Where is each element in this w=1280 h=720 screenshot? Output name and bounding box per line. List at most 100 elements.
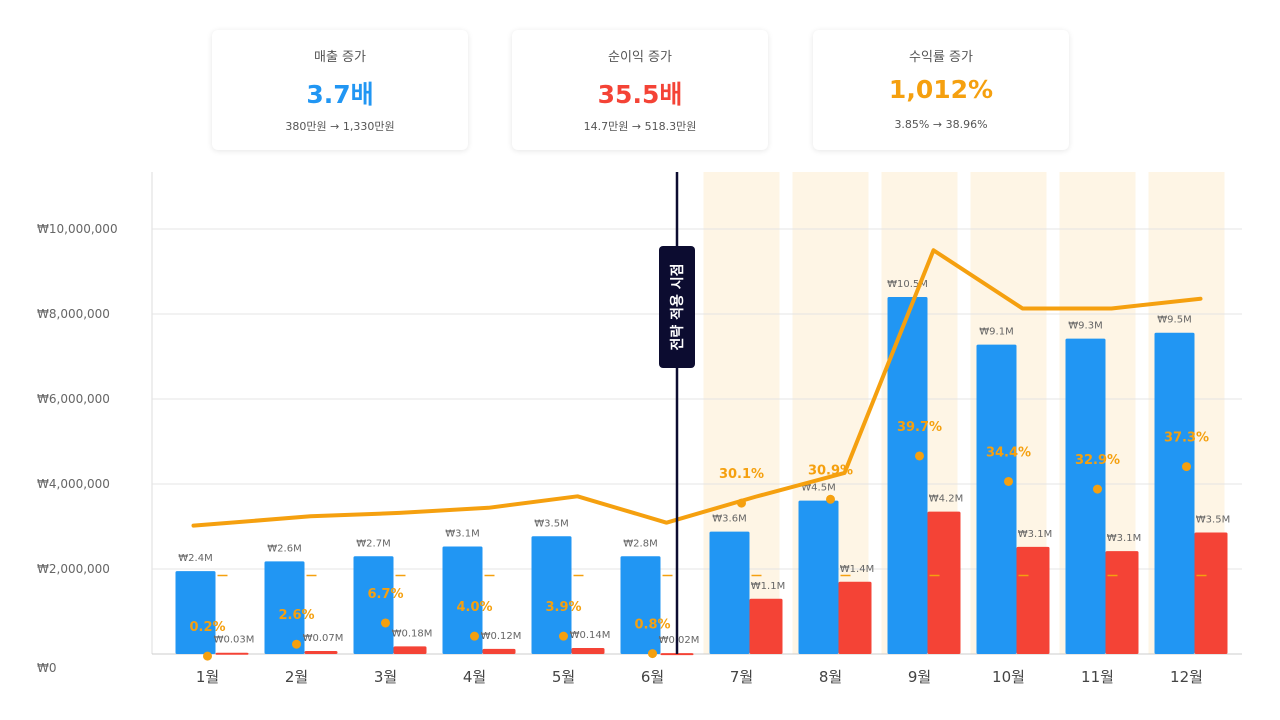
profit-bar-label: ₩3.1M [1107,533,1141,544]
profit-rate-point [648,649,657,659]
revenue-bar-label: ₩2.4M [178,553,212,564]
highlight-band [970,172,1047,654]
highlight-band [881,172,958,654]
revenue-bar [353,556,394,654]
revenue-bar-label: ₩3.5M [534,518,568,529]
profit-rate-label: 3.9% [545,600,581,615]
profit-bar [1194,532,1228,654]
profit-rate-point [292,639,301,649]
profit-rate-point [915,451,924,461]
x-tick-label: 12월 [1170,668,1203,686]
profit-rate-point [203,651,212,661]
revenue-bar-label: ₩2.8M [623,538,657,549]
profit-bar-label: ₩0.07M [303,633,344,644]
profit-rate-label: 34.4% [986,445,1031,460]
profit-bar-label: ₩0.18M [392,628,433,639]
revenue-bar [620,556,661,654]
profit-bar [1105,551,1139,654]
profit-bar [393,646,427,654]
kpi-value: 3.7배 [306,80,374,109]
x-tick-label: 8월 [819,668,842,686]
x-tick-label: 3월 [374,668,397,686]
profit-bar [927,511,961,654]
profit-rate-label: 0.2% [189,620,225,635]
profit-bar-label: ₩0.03M [214,635,255,646]
profit-rate-label: 39.7% [897,420,942,435]
y-tick-label: ₩8,000,000 [37,307,110,321]
kpi-label: 매출 증가 [314,50,366,65]
profit-rate-label: 0.8% [634,618,670,633]
profit-bar-label: ₩0.12M [481,631,522,642]
profit-bar [749,598,783,654]
revenue-bar [887,297,928,654]
x-tick-label: 5월 [552,668,575,686]
profit-bar-label: ₩0.14M [570,630,611,641]
profit-rate-point [737,498,746,508]
highlight-band [1059,172,1136,654]
y-tick-label: ₩4,000,000 [37,477,110,491]
kpi-detail: 380만원 → 1,330만원 [285,120,395,133]
kpi-card-net-profit: 순이익 증가 35.5배 14.7만원 → 518.3만원 [512,30,768,150]
revenue-bar [798,500,839,654]
highlight-band [792,172,869,654]
highlight-band [703,172,780,654]
profit-bar [482,648,516,654]
strategy-marker-badge [659,246,695,368]
revenue-bar [175,571,216,654]
x-tick-label: 2월 [285,668,308,686]
y-tick-label: ₩10,000,000 [37,222,118,236]
revenue-bar [709,531,750,654]
profit-bar [215,652,249,655]
revenue-bar-label: ₩2.6M [267,543,301,554]
profit-bar [571,648,605,654]
revenue-bar [976,344,1017,654]
x-tick-label: 1월 [196,668,219,686]
y-tick-label: ₩0 [37,661,57,675]
x-tick-label: 10월 [992,668,1025,686]
revenue-bar-label: ₩4.5M [801,483,835,494]
profit-rate-point [1182,462,1191,472]
revenue-bar [1154,332,1195,654]
kpi-value: 1,012% [888,75,994,104]
profit-rate-label: 4.0% [456,600,492,615]
x-tick-label: 4월 [463,668,486,686]
profit-rate-point [470,631,479,641]
revenue-bar-label: ₩9.5M [1157,315,1191,326]
kpi-card-profit-rate: 수익률 증가 1,012% 3.85% → 38.96% [813,30,1069,150]
total-line [191,248,1203,528]
revenue-bar [531,536,572,654]
revenue-bar-label: ₩9.1M [979,327,1013,338]
profit-bar [660,653,694,656]
kpi-label: 수익률 증가 [909,50,973,65]
kpi-detail: 3.85% → 38.96% [894,118,988,131]
profit-bar [838,581,872,654]
kpi-value: 35.5배 [597,80,683,109]
profit-rate-point [826,494,835,504]
profit-rate-label: 30.1% [719,467,764,482]
x-tick-label: 6월 [641,668,664,686]
kpi-detail: 14.7만원 → 518.3만원 [583,120,697,133]
revenue-bar-label: ₩3.1M [445,528,479,539]
profit-rate-point [1093,484,1102,494]
profit-rate-label: 6.7% [367,587,403,602]
profit-rate-point [559,631,568,641]
profit-bar-label: ₩3.5M [1196,514,1230,525]
revenue-bar [264,561,305,654]
profit-rate-point [381,618,390,628]
x-tick-label: 9월 [908,668,931,686]
profit-bar-label: ₩3.1M [1018,529,1052,540]
revenue-bar [442,546,483,654]
revenue-bar-label: ₩2.7M [356,538,390,549]
revenue-bar-label: ₩10.5M [887,279,928,290]
strategy-marker-label: 전략 적용 시점 [669,263,686,350]
profit-rate-label: 32.9% [1075,453,1120,468]
profit-bar-label: ₩1.1M [751,581,785,592]
y-tick-label: ₩2,000,000 [37,562,110,576]
kpi-card-revenue: 매출 증가 3.7배 380만원 → 1,330만원 [212,30,468,150]
x-tick-label: 7월 [730,668,753,686]
profit-bar [1016,546,1050,654]
profit-bar [304,651,338,654]
kpi-label: 순이익 증가 [608,50,672,65]
x-tick-label: 11월 [1081,668,1114,686]
